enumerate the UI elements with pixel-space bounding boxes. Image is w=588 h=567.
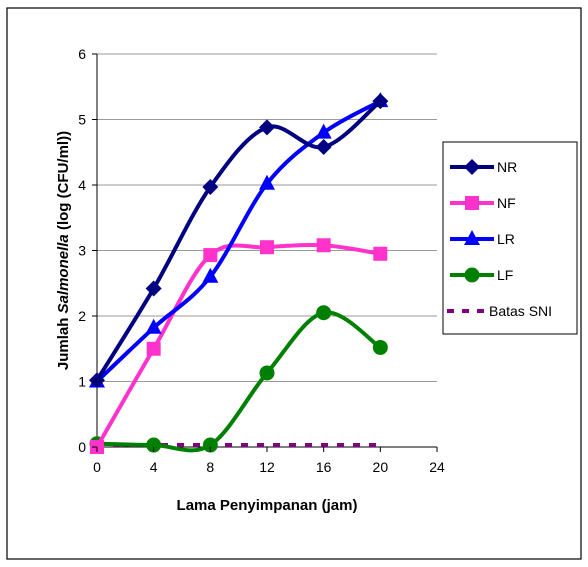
data-point (146, 341, 161, 356)
data-point (315, 139, 332, 156)
y-axis-title-unit: (log (CFU/ml)) (55, 131, 72, 234)
x-tick-label: 24 (429, 459, 445, 475)
legend-item: NF (450, 195, 516, 211)
data-point (202, 178, 219, 195)
legend-swatch-marker (464, 159, 480, 175)
y-axis-title-part: Jumlah (55, 313, 72, 370)
y-axis-title: Jumlah Salmonella (log (CFU/ml)) (55, 131, 72, 370)
legend-swatch-marker (464, 267, 480, 283)
y-tick-label: 5 (78, 112, 86, 128)
y-tick-label: 1 (78, 374, 86, 390)
data-point (203, 248, 218, 263)
series-area (89, 92, 389, 454)
legend-item: NR (450, 159, 517, 175)
data-point (145, 280, 162, 297)
legend-label: NF (497, 195, 516, 211)
x-tick-label: 4 (150, 459, 158, 475)
data-point (372, 93, 389, 110)
x-tick-label: 12 (259, 459, 275, 475)
legend-swatch-marker (465, 196, 479, 210)
data-point (145, 318, 162, 334)
x-axis-title: Lama Penyimpanan (jam) (177, 497, 358, 514)
legend-label: NR (497, 159, 517, 175)
legend-item: LF (450, 267, 513, 283)
legend-item: LR (450, 230, 515, 247)
y-tick-label: 0 (78, 439, 86, 455)
data-point (372, 339, 388, 355)
x-tick-label: 8 (206, 459, 214, 475)
legend: NR NF LR LF Batas SNI (442, 141, 578, 335)
y-axis-title-organism: Salmonella (55, 234, 72, 313)
legend-swatch-marker (464, 230, 480, 245)
data-point (259, 174, 275, 190)
data-point (315, 123, 332, 139)
data-point (260, 240, 274, 255)
y-tick-label: 2 (78, 308, 86, 324)
data-point (259, 119, 275, 136)
data-point (259, 365, 275, 381)
series-nr (89, 93, 389, 389)
data-point (316, 305, 332, 321)
data-point (373, 246, 388, 261)
legend-label: LR (497, 231, 515, 247)
legend-label: Batas SNI (489, 303, 552, 319)
data-point (202, 267, 219, 283)
data-point (202, 437, 218, 453)
x-tick-label: 16 (316, 459, 332, 475)
legend-label: LF (497, 267, 513, 283)
y-tick-label: 3 (78, 243, 86, 259)
x-tick-label: 20 (373, 459, 389, 475)
data-point (89, 372, 105, 389)
x-tick-label: 0 (93, 459, 101, 475)
y-tick-label: 4 (78, 177, 86, 193)
data-point (146, 437, 162, 453)
data-point (316, 238, 331, 253)
legend-item: Batas SNI (447, 303, 552, 319)
y-tick-label: 6 (78, 46, 86, 62)
